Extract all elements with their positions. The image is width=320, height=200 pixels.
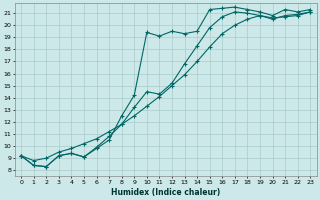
X-axis label: Humidex (Indice chaleur): Humidex (Indice chaleur) [111,188,220,197]
